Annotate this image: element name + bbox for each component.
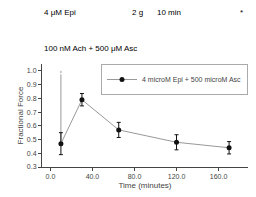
svg-text:160.0: 160.0: [210, 173, 228, 180]
svg-text:1.0: 1.0: [27, 67, 37, 74]
svg-text:100 nM Ach + 500 μM Asc: 100 nM Ach + 500 μM Asc: [44, 44, 137, 53]
svg-text:0.5: 0.5: [27, 136, 37, 143]
svg-text:0.6: 0.6: [27, 122, 37, 129]
svg-text:0.7: 0.7: [27, 109, 37, 116]
svg-text:Time (minutes): Time (minutes): [118, 181, 171, 190]
svg-text:0.4: 0.4: [27, 150, 37, 157]
svg-text:0.0: 0.0: [46, 173, 56, 180]
svg-text:4 microM Epi + 500 microM Asc: 4 microM Epi + 500 microM Asc: [142, 76, 241, 84]
svg-text:2 g: 2 g: [132, 8, 143, 17]
svg-text:40.0: 40.0: [86, 173, 100, 180]
svg-text:10 min: 10 min: [157, 8, 181, 17]
svg-text:120.0: 120.0: [168, 173, 186, 180]
svg-text:80.0: 80.0: [128, 173, 142, 180]
svg-text:Fractional Force: Fractional Force: [16, 86, 25, 144]
svg-text:4 μM Epi: 4 μM Epi: [44, 8, 76, 17]
svg-text:0.9: 0.9: [27, 81, 37, 88]
svg-text:0.8: 0.8: [27, 95, 37, 102]
svg-text:*: *: [240, 8, 243, 17]
svg-text:0.3: 0.3: [27, 163, 37, 170]
